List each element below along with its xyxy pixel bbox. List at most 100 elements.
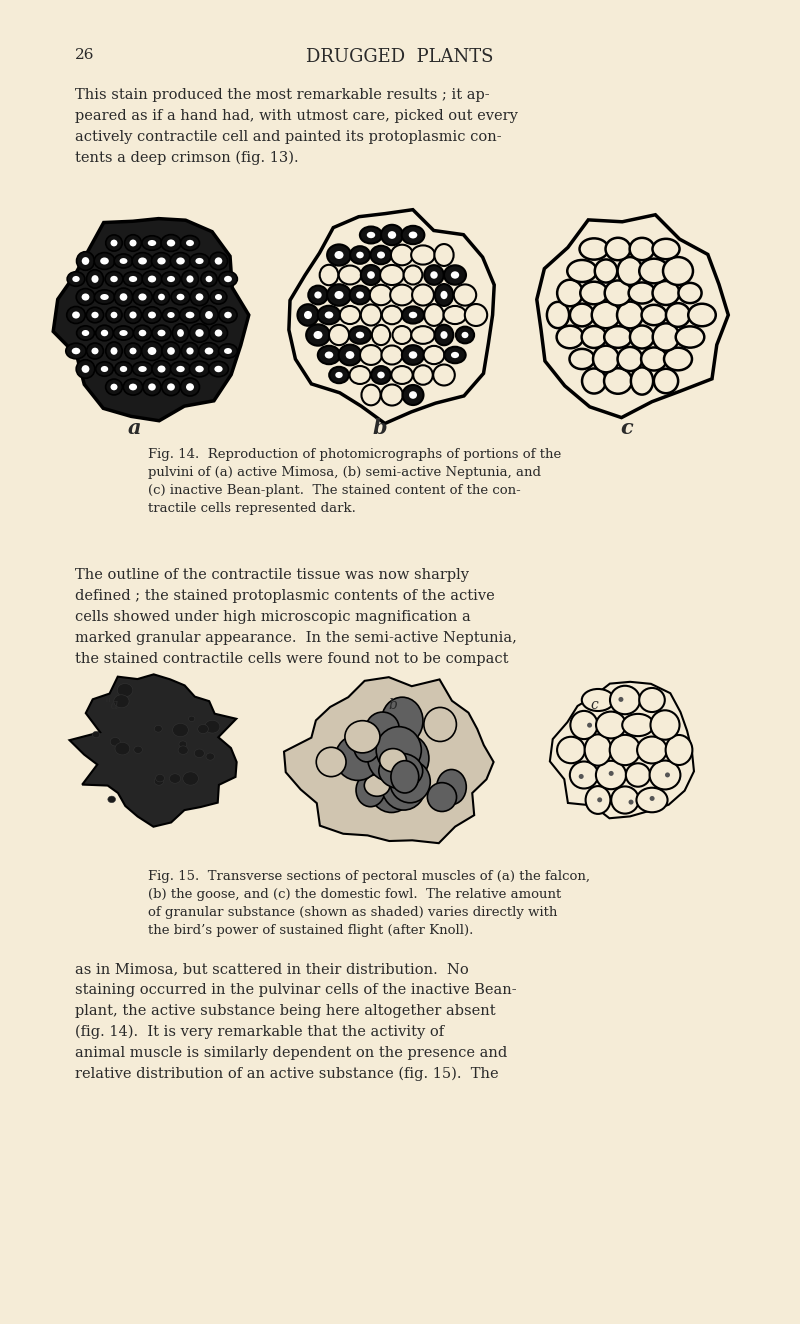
Text: of granular substance (shown as shaded) varies directly with: of granular substance (shown as shaded) … bbox=[148, 906, 558, 919]
Text: "a: "a bbox=[105, 698, 120, 712]
Ellipse shape bbox=[132, 253, 153, 269]
Ellipse shape bbox=[622, 714, 654, 736]
Ellipse shape bbox=[637, 736, 667, 764]
Ellipse shape bbox=[82, 294, 90, 301]
Ellipse shape bbox=[618, 696, 623, 702]
Ellipse shape bbox=[171, 289, 190, 305]
Ellipse shape bbox=[148, 311, 156, 319]
Ellipse shape bbox=[195, 330, 204, 336]
Ellipse shape bbox=[606, 238, 630, 261]
Ellipse shape bbox=[329, 324, 349, 346]
Ellipse shape bbox=[214, 365, 222, 372]
Ellipse shape bbox=[350, 246, 370, 263]
Ellipse shape bbox=[424, 346, 444, 364]
Ellipse shape bbox=[66, 343, 86, 359]
Ellipse shape bbox=[218, 344, 238, 357]
Polygon shape bbox=[284, 677, 494, 843]
Ellipse shape bbox=[130, 240, 137, 246]
Ellipse shape bbox=[190, 324, 210, 342]
Ellipse shape bbox=[162, 379, 180, 396]
Ellipse shape bbox=[567, 260, 597, 282]
Ellipse shape bbox=[378, 372, 385, 379]
Ellipse shape bbox=[434, 364, 454, 385]
Ellipse shape bbox=[393, 326, 411, 344]
Ellipse shape bbox=[162, 308, 180, 322]
Ellipse shape bbox=[186, 347, 194, 355]
Text: c: c bbox=[590, 698, 598, 712]
Ellipse shape bbox=[327, 285, 351, 306]
Polygon shape bbox=[54, 218, 249, 421]
Ellipse shape bbox=[609, 771, 614, 776]
Ellipse shape bbox=[91, 275, 98, 283]
Ellipse shape bbox=[162, 271, 181, 286]
Ellipse shape bbox=[424, 707, 457, 741]
Ellipse shape bbox=[582, 688, 614, 711]
Ellipse shape bbox=[594, 260, 618, 282]
Ellipse shape bbox=[118, 683, 133, 696]
Ellipse shape bbox=[382, 749, 407, 775]
Ellipse shape bbox=[194, 749, 204, 757]
Ellipse shape bbox=[170, 253, 190, 270]
Ellipse shape bbox=[618, 257, 642, 285]
Ellipse shape bbox=[179, 307, 201, 323]
Ellipse shape bbox=[381, 384, 403, 405]
Ellipse shape bbox=[92, 731, 100, 737]
Ellipse shape bbox=[214, 257, 222, 265]
Ellipse shape bbox=[142, 307, 162, 323]
Ellipse shape bbox=[664, 348, 692, 371]
Ellipse shape bbox=[205, 311, 213, 319]
Ellipse shape bbox=[356, 252, 364, 258]
Text: The outline of the contractile tissue was now sharply: The outline of the contractile tissue wa… bbox=[75, 568, 469, 583]
Ellipse shape bbox=[189, 716, 195, 722]
Ellipse shape bbox=[688, 303, 716, 326]
Ellipse shape bbox=[186, 275, 194, 282]
Text: plant, the active substance being here altogether absent: plant, the active substance being here a… bbox=[75, 1004, 496, 1018]
Ellipse shape bbox=[224, 311, 232, 318]
Ellipse shape bbox=[186, 311, 194, 318]
Text: c: c bbox=[620, 418, 633, 438]
Ellipse shape bbox=[115, 743, 130, 755]
Ellipse shape bbox=[411, 326, 434, 344]
Ellipse shape bbox=[114, 254, 133, 267]
Ellipse shape bbox=[158, 330, 166, 336]
Ellipse shape bbox=[110, 384, 118, 391]
Ellipse shape bbox=[106, 234, 122, 252]
Ellipse shape bbox=[210, 324, 227, 342]
Ellipse shape bbox=[166, 240, 175, 246]
Text: as in Mimosa, but scattered in their distribution.  No: as in Mimosa, but scattered in their dis… bbox=[75, 963, 469, 976]
Ellipse shape bbox=[110, 737, 120, 745]
Ellipse shape bbox=[402, 346, 424, 365]
Ellipse shape bbox=[444, 265, 466, 285]
Ellipse shape bbox=[570, 761, 598, 789]
Ellipse shape bbox=[582, 368, 606, 393]
Ellipse shape bbox=[205, 347, 214, 355]
Ellipse shape bbox=[390, 285, 414, 306]
Ellipse shape bbox=[190, 254, 210, 269]
Ellipse shape bbox=[76, 289, 94, 306]
Ellipse shape bbox=[123, 271, 143, 286]
Ellipse shape bbox=[320, 265, 338, 285]
Ellipse shape bbox=[430, 271, 438, 279]
Ellipse shape bbox=[133, 361, 153, 376]
Ellipse shape bbox=[334, 252, 343, 260]
Ellipse shape bbox=[148, 384, 156, 391]
Ellipse shape bbox=[138, 330, 146, 336]
Ellipse shape bbox=[91, 348, 98, 355]
Ellipse shape bbox=[596, 761, 626, 789]
Ellipse shape bbox=[451, 352, 459, 357]
Ellipse shape bbox=[570, 350, 594, 369]
Ellipse shape bbox=[350, 365, 370, 384]
Ellipse shape bbox=[133, 289, 152, 306]
Ellipse shape bbox=[547, 302, 569, 328]
Ellipse shape bbox=[372, 324, 390, 346]
Ellipse shape bbox=[370, 765, 414, 813]
Ellipse shape bbox=[370, 246, 391, 265]
Polygon shape bbox=[537, 214, 728, 417]
Ellipse shape bbox=[186, 240, 194, 246]
Ellipse shape bbox=[377, 252, 385, 258]
Ellipse shape bbox=[346, 351, 354, 359]
Ellipse shape bbox=[350, 286, 370, 305]
Ellipse shape bbox=[325, 351, 334, 359]
Ellipse shape bbox=[366, 232, 375, 238]
Ellipse shape bbox=[162, 342, 180, 360]
